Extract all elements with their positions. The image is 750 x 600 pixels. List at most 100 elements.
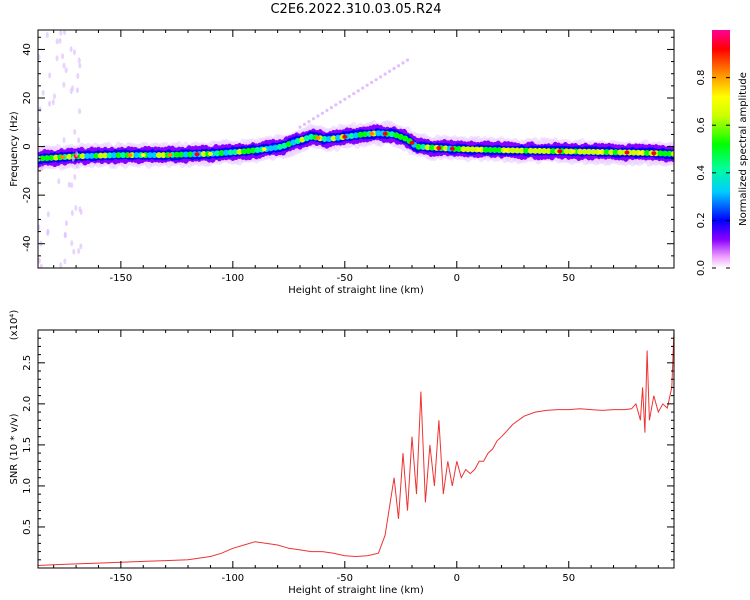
heatmap-band-core [249, 147, 256, 154]
heatmap-speckle [41, 89, 45, 96]
heatmap-speckle [74, 204, 78, 211]
heatmap-hotspot [436, 146, 442, 151]
heatmap-band-core [460, 146, 467, 153]
heatmap-speckle [73, 174, 77, 181]
heatmap-band-core [102, 152, 109, 159]
heatmap-band-core [232, 149, 239, 156]
heatmap-speckle [69, 46, 73, 53]
heatmap-speckle [63, 258, 67, 265]
spectrogram-y-tick-label: -40 [22, 236, 33, 252]
heatmap-band-core [79, 153, 86, 160]
heatmap-band-core [388, 131, 395, 138]
heatmap-band-core [671, 150, 674, 157]
heatmap-band-core [415, 143, 422, 150]
heatmap-band-core [146, 152, 153, 159]
heatmap-streak [302, 122, 307, 126]
heatmap-hotspot [503, 148, 509, 153]
snr-frame [37, 329, 675, 569]
heatmap-speckle [67, 181, 71, 188]
snr-x-tick-label: -100 [221, 573, 244, 584]
colorbar: 0.0 0.2 0.4 0.6 0.8 Normalized spectral ampl… [696, 30, 749, 276]
snr-y-axis-label: SNR (10 * v/v) [9, 413, 20, 484]
heatmap-speckle [72, 248, 76, 255]
heatmap-streak [387, 69, 392, 73]
heatmap-speckle [55, 55, 59, 62]
heatmap-band-core [464, 146, 471, 153]
heatmap-streak [396, 64, 401, 68]
heatmap-hotspot [557, 149, 563, 154]
heatmap-speckle [77, 57, 81, 64]
heatmap-band-core [214, 150, 221, 157]
heatmap-hotspot [651, 151, 657, 156]
heatmap-streak [405, 58, 410, 62]
heatmap-band-core [52, 154, 59, 161]
heatmap-speckle [39, 263, 43, 268]
snr-y-tick-label: 1.5 [22, 437, 33, 453]
spectrogram-y-tick-label: 40 [22, 43, 33, 56]
heatmap-streak [392, 66, 396, 71]
heatmap-band-core [227, 149, 234, 156]
heatmap-band-core [155, 152, 162, 159]
heatmap-speckle [48, 100, 52, 107]
heatmap-speckle [46, 211, 50, 218]
heatmap-streak [401, 61, 405, 65]
heatmap-speckle [38, 54, 41, 61]
heatmap-band-core [532, 147, 539, 154]
spectrogram-heatmap [38, 30, 674, 268]
heatmap-streak [338, 100, 342, 104]
snr-plot-area [38, 330, 674, 568]
heatmap-speckle [75, 87, 79, 94]
heatmap-band-core [402, 135, 409, 142]
snr-x-axis-label: Height of straight line (km) [288, 585, 424, 596]
heatmap-band-core [178, 151, 185, 158]
heatmap-band-core [563, 148, 570, 155]
heatmap-speckle [72, 49, 76, 56]
heatmap-band-core [662, 150, 669, 157]
heatmap-band-core [66, 153, 73, 160]
heatmap-speckle [70, 240, 74, 247]
heatmap-band-core [241, 148, 248, 155]
heatmap-speckle [38, 203, 41, 210]
heatmap-streak [374, 78, 378, 82]
heatmap-band-core [357, 131, 364, 138]
heatmap-hotspot [207, 151, 213, 156]
colorbar-gradient [712, 30, 730, 268]
heatmap-hotspot [624, 150, 630, 155]
heatmap-speckle [62, 62, 66, 69]
heatmap-streak [334, 103, 338, 107]
heatmap-speckle [46, 230, 50, 237]
heatmap-band-core [330, 135, 337, 142]
heatmap-speckle [38, 224, 41, 231]
heatmap-streak [320, 111, 325, 115]
heatmap-hotspot [449, 146, 455, 151]
heatmap-band-core [111, 152, 118, 159]
heatmap-band-core [666, 150, 673, 157]
heatmap-speckle [78, 206, 82, 213]
heatmap-band-core [200, 151, 207, 158]
heatmap-hotspot [409, 140, 415, 145]
heatmap-band-core [84, 152, 91, 159]
heatmap-band-core [608, 149, 615, 156]
heatmap-band-core [487, 146, 494, 153]
heatmap-speckle [76, 72, 80, 79]
heatmap-band-core [509, 147, 516, 154]
heatmap-hotspot [342, 134, 348, 139]
spectrogram-x-tick-label: 50 [562, 273, 575, 284]
heatmap-hotspot [167, 152, 173, 157]
snr-y-tick-label: 0.5 [22, 519, 33, 535]
heatmap-speckle [71, 155, 75, 162]
heatmap-band-core [106, 152, 113, 159]
heatmap-hotspot [60, 155, 66, 160]
heatmap-band-core [173, 151, 180, 158]
heatmap-hotspot [261, 147, 267, 152]
heatmap-speckle [70, 182, 74, 189]
heatmap-band-core [612, 149, 619, 156]
heatmap-speckle [40, 165, 44, 172]
heatmap-streak [361, 86, 365, 90]
heatmap-speckle [77, 137, 81, 144]
heatmap-hotspot [140, 153, 146, 158]
snr-y-tick-label: 1.0 [22, 478, 33, 494]
snr-x-ticks: -150 -100 -50 0 50 [53, 330, 659, 584]
spectrogram-y-tick-label: 20 [22, 92, 33, 105]
heatmap-speckle [64, 67, 68, 74]
